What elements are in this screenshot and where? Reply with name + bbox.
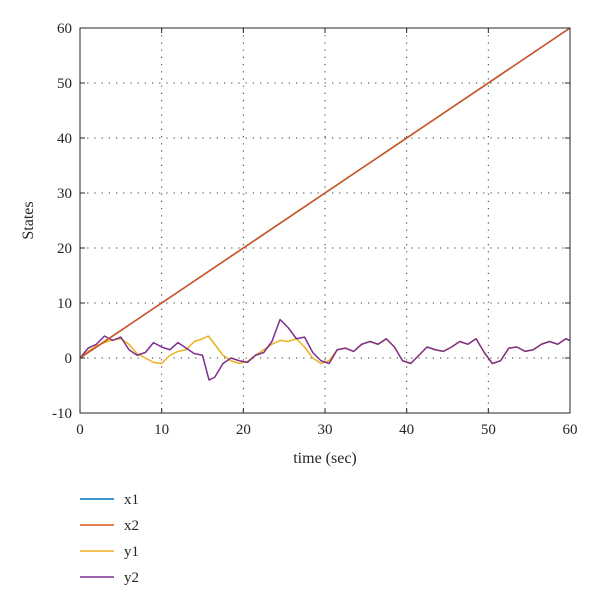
y-tick-label-1: 0	[65, 351, 73, 367]
y-tick-label-0: -10	[52, 406, 72, 422]
x-tick-label-0: 0	[76, 422, 84, 438]
y-tick-label-7: 60	[57, 21, 72, 37]
legend-label-x2: x2	[124, 518, 139, 534]
y-tick-label-5: 40	[57, 131, 72, 147]
y-tick-label-3: 20	[57, 241, 72, 257]
x-tick-label-1: 10	[154, 422, 169, 438]
y-tick-label-6: 50	[57, 76, 72, 92]
grid-lines	[80, 28, 570, 413]
x-tick-label-6: 60	[563, 422, 578, 438]
y-axis-label: States	[20, 201, 37, 239]
legend-label-x1: x1	[124, 492, 139, 508]
x-tick-label-3: 30	[318, 422, 333, 438]
x-tick-label-4: 40	[399, 422, 414, 438]
x-tick-label-2: 20	[236, 422, 251, 438]
legend-label-y2: y2	[124, 570, 139, 586]
x-axis-label: time (sec)	[293, 450, 357, 467]
series-lines	[80, 28, 570, 381]
y-tick-label-2: 10	[57, 296, 72, 312]
series-line-x2	[80, 28, 570, 359]
legend-label-y1: y1	[124, 544, 139, 560]
series-line-y2	[80, 318, 570, 381]
x-tick-label-5: 50	[481, 422, 496, 438]
legend: x1 x2 y1 y2	[80, 492, 139, 586]
y-tick-label-4: 30	[57, 186, 72, 202]
